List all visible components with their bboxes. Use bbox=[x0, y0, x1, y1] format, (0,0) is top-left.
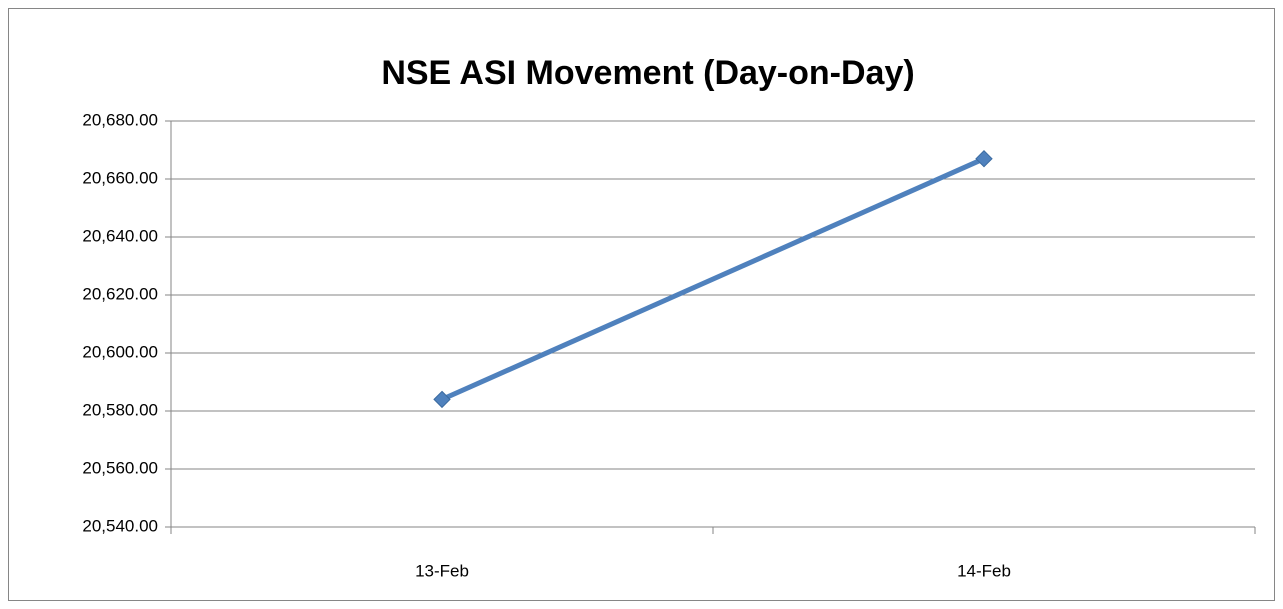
x-tick-label: 13-Feb bbox=[415, 561, 469, 580]
y-tick-label: 20,640.00 bbox=[82, 226, 158, 245]
y-tick-label: 20,540.00 bbox=[82, 516, 158, 535]
y-tick-label: 20,620.00 bbox=[82, 284, 158, 303]
y-tick-label: 20,560.00 bbox=[82, 458, 158, 477]
y-tick-label: 20,580.00 bbox=[82, 400, 158, 419]
y-tick-label: 20,680.00 bbox=[82, 110, 158, 129]
y-tick-label: 20,600.00 bbox=[82, 342, 158, 361]
y-tick-label: 20,660.00 bbox=[82, 168, 158, 187]
chart-border bbox=[8, 8, 1275, 601]
data-point bbox=[975, 149, 993, 168]
x-tick-label: 14-Feb bbox=[957, 561, 1011, 580]
series-line bbox=[440, 156, 986, 402]
chart-title: NSE ASI Movement (Day-on-Day) bbox=[381, 54, 914, 92]
data-point bbox=[433, 390, 451, 409]
